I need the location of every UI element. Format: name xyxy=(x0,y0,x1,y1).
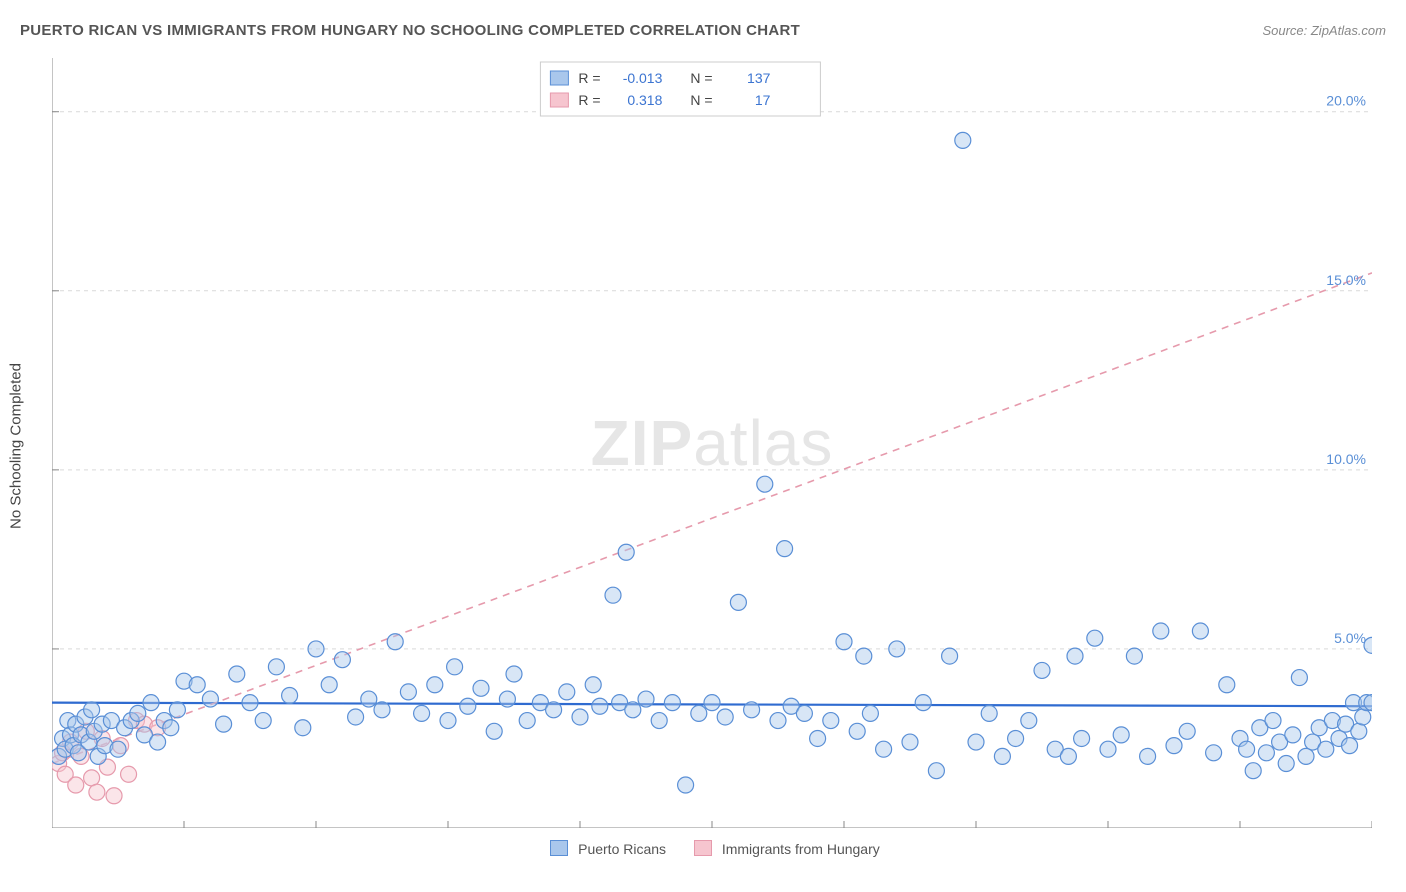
svg-text:0.318: 0.318 xyxy=(627,92,662,108)
svg-text:15.0%: 15.0% xyxy=(1326,272,1366,288)
chart-source: Source: ZipAtlas.com xyxy=(1262,23,1386,38)
svg-text:N =: N = xyxy=(690,70,712,86)
legend-label-blue: Puerto Ricans xyxy=(578,841,666,857)
svg-text:N =: N = xyxy=(690,92,712,108)
chart-svg: 0.0%100.0%5.0%10.0%15.0%20.0%R =-0.013N … xyxy=(52,58,1372,828)
svg-text:20.0%: 20.0% xyxy=(1326,93,1366,109)
chart-title: PUERTO RICAN VS IMMIGRANTS FROM HUNGARY … xyxy=(20,22,800,39)
svg-text:5.0%: 5.0% xyxy=(1334,630,1366,646)
y-axis-label: No Schooling Completed xyxy=(8,363,25,529)
legend-label-pink: Immigrants from Hungary xyxy=(722,841,880,857)
svg-text:137: 137 xyxy=(747,70,771,86)
scatter-chart: 0.0%100.0%5.0%10.0%15.0%20.0%R =-0.013N … xyxy=(52,58,1372,828)
svg-text:10.0%: 10.0% xyxy=(1326,451,1366,467)
svg-text:R =: R = xyxy=(578,70,600,86)
svg-text:17: 17 xyxy=(755,92,771,108)
legend-swatch-pink xyxy=(694,840,712,856)
svg-text:R =: R = xyxy=(578,92,600,108)
legend-swatch-blue xyxy=(550,840,568,856)
svg-text:-0.013: -0.013 xyxy=(623,70,663,86)
chart-header: PUERTO RICAN VS IMMIGRANTS FROM HUNGARY … xyxy=(20,22,1386,39)
bottom-legend: Puerto Ricans Immigrants from Hungary xyxy=(0,840,1406,857)
